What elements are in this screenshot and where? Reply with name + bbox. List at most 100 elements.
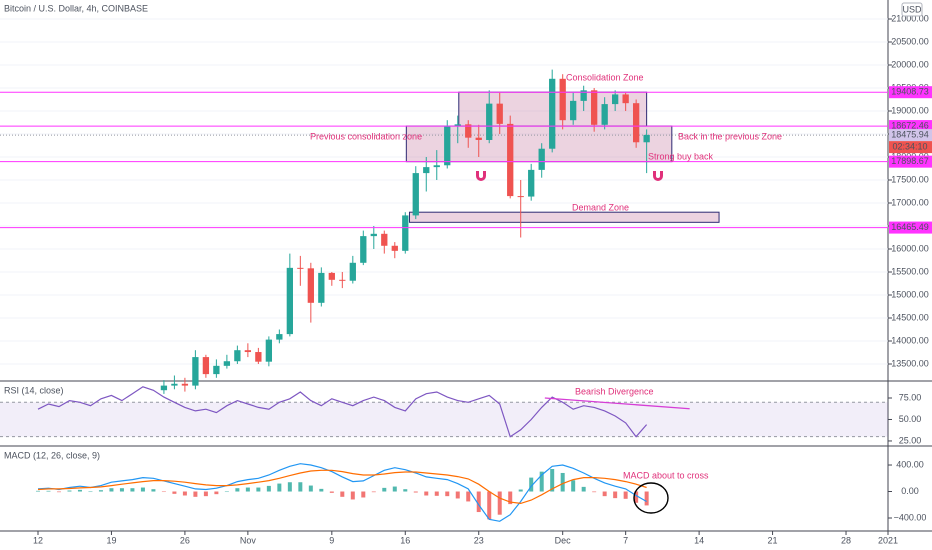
histogram-bar	[382, 487, 387, 492]
price-line-label-box	[889, 221, 932, 234]
candle-body	[370, 233, 377, 237]
x-tick-label: 12	[33, 535, 43, 545]
magnet-icon	[653, 171, 663, 181]
y-tick-label: 17500.00	[891, 174, 929, 184]
histogram-bar	[497, 491, 502, 515]
currency-box	[901, 2, 923, 17]
histogram-bar	[529, 477, 534, 492]
histogram-bar	[539, 471, 544, 492]
x-tick-label: Dec	[555, 535, 572, 545]
candle-body	[412, 173, 419, 216]
candle-body	[360, 236, 367, 263]
y-tick-label: 20500.00	[891, 36, 929, 46]
histogram-bar	[35, 490, 40, 492]
candle-body	[570, 100, 577, 121]
candle-body	[181, 383, 189, 386]
histogram-bar	[602, 491, 607, 497]
histogram-bar	[182, 491, 187, 496]
x-tick-label: 9	[329, 535, 334, 545]
y-tick-label: 75.00	[899, 392, 922, 402]
candle-body	[559, 78, 566, 121]
candle-body	[381, 233, 388, 246]
candle-body	[234, 350, 241, 362]
histogram-bar	[424, 491, 429, 496]
histogram-bar	[266, 485, 271, 492]
candle-body	[255, 352, 262, 362]
histogram-bar	[130, 488, 135, 492]
countdown-box	[889, 141, 932, 154]
series-line	[37, 386, 648, 438]
histogram-bar	[413, 491, 418, 493]
candle-body	[580, 90, 587, 101]
price-line-label-box	[889, 86, 932, 99]
histogram-bar	[287, 482, 292, 492]
histogram-bar	[350, 491, 355, 500]
y-tick-label: 25.00	[899, 435, 922, 445]
histogram-bar	[319, 488, 324, 492]
histogram-bar	[235, 488, 240, 492]
candle-body	[307, 268, 314, 303]
candle-body	[213, 365, 220, 375]
y-tick-label: 13500.00	[891, 358, 929, 368]
candle-body	[528, 169, 535, 197]
histogram-bar	[161, 491, 166, 493]
candle-body	[349, 262, 356, 281]
candle-body	[276, 334, 283, 340]
histogram-bar	[193, 491, 198, 497]
candle-body	[538, 148, 545, 170]
histogram-bar	[592, 491, 597, 493]
candle-body	[423, 167, 430, 174]
y-tick-label: 14000.00	[891, 335, 929, 345]
candle-body	[643, 134, 650, 143]
price-line-label: 19408.73	[891, 87, 929, 97]
histogram-bar	[277, 483, 282, 492]
y-tick-label: 400.00	[896, 459, 924, 469]
candle-body	[632, 103, 640, 143]
histogram-bar	[634, 491, 639, 503]
histogram-bar	[308, 485, 313, 492]
histogram-bar	[88, 491, 93, 493]
y-tick-label: 15500.00	[891, 266, 929, 276]
histogram-bar	[466, 491, 471, 502]
x-tick-label: 21	[768, 535, 778, 545]
histogram-bar	[245, 487, 250, 492]
y-tick-label: 16000.00	[891, 243, 929, 253]
candle-body	[507, 123, 514, 197]
histogram-bar	[46, 490, 51, 492]
x-tick-label: Nov	[240, 535, 257, 545]
annotation: Back in the previous Zone	[678, 131, 782, 141]
candle-body	[328, 272, 335, 280]
candle-body	[622, 94, 629, 104]
candle-body	[297, 267, 304, 269]
candle-body	[171, 383, 178, 386]
price-line-label: 16465.49	[891, 222, 929, 232]
histogram-bar	[119, 488, 124, 492]
histogram-bar	[550, 468, 555, 492]
histogram-bar	[56, 491, 61, 493]
histogram-bar	[392, 486, 397, 492]
price-line-label-box	[889, 155, 932, 168]
candle-body	[517, 196, 524, 198]
trendline	[544, 397, 690, 410]
annotation: Strong buy back	[648, 151, 714, 161]
candle-body	[391, 245, 398, 251]
histogram-bar	[98, 490, 103, 492]
histogram-bar	[445, 491, 450, 497]
histogram-bar	[571, 480, 576, 492]
histogram-bar	[224, 491, 229, 493]
currency: USD	[902, 4, 922, 14]
candle-body	[223, 361, 231, 366]
annotation: Consolidation Zone	[566, 72, 644, 82]
price-line-label: 18672.46	[891, 120, 929, 130]
candle-body	[339, 279, 346, 281]
candle-body	[433, 165, 440, 168]
histogram-bar	[340, 491, 345, 497]
pane-title: RSI (14, close)	[4, 385, 64, 395]
histogram-bar	[508, 491, 513, 505]
histogram-bar	[434, 491, 439, 496]
magnet-icon	[476, 171, 486, 181]
histogram-bar	[487, 491, 492, 520]
